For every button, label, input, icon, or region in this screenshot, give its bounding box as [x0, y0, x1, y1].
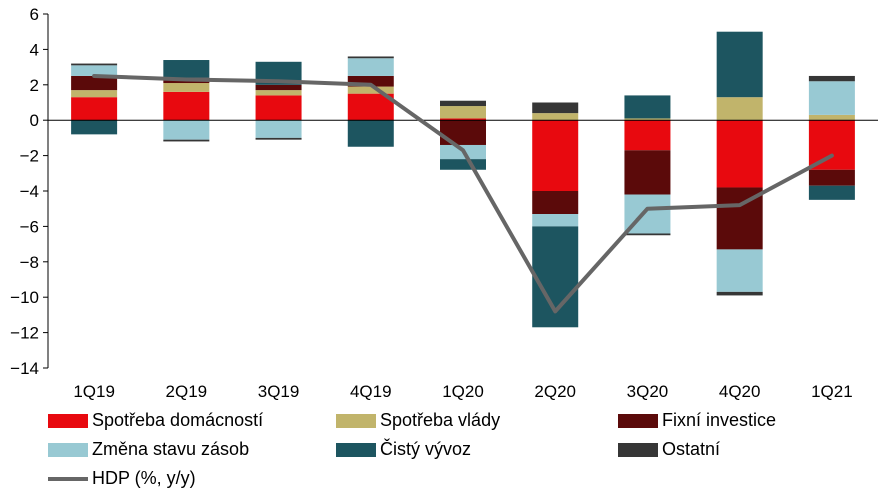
x-tick-label: 1Q21 — [811, 382, 853, 401]
legend-line-swatch — [48, 476, 88, 481]
bar-segment — [71, 97, 118, 121]
bar-segment — [716, 249, 763, 292]
legend-swatch — [618, 413, 658, 428]
bar-segment — [532, 102, 579, 114]
y-tick-label: −4 — [20, 182, 39, 201]
legend-swatch — [48, 442, 88, 457]
bar-segment — [716, 97, 763, 121]
legend-item-spotreba-domacnosti: Spotřeba domácností — [48, 410, 263, 431]
bar-segment — [255, 137, 302, 140]
bar-segment — [532, 191, 579, 215]
legend-item-zmena-stavu-zasob: Změna stavu zásob — [48, 439, 249, 460]
bar-segment — [808, 185, 855, 200]
legend-label: Ostatní — [662, 439, 721, 459]
bar-layer — [71, 31, 855, 328]
legend-item-cisty-vyvoz: Čistý vývoz — [336, 439, 471, 460]
bar-segment — [440, 118, 486, 121]
legend-swatch — [336, 442, 376, 457]
bar-segment — [440, 100, 486, 107]
bar-segment — [163, 60, 210, 78]
bar-segment — [808, 81, 855, 115]
bar-segment — [255, 84, 302, 91]
bar-segment — [440, 106, 486, 119]
bar-segment — [716, 120, 763, 188]
bar-segment — [808, 120, 855, 170]
y-tick-label: 2 — [30, 76, 39, 95]
axes-layer: 6 4 2 0 −2 −4 −6 −8 −10 −12 −14 1Q19 2Q19 3Q19 4Q19 1Q2… — [10, 5, 878, 401]
bar-segment — [255, 120, 302, 138]
bar-segment — [163, 91, 210, 121]
bar-segment — [347, 56, 394, 59]
legend-swatch — [618, 442, 658, 457]
x-tick-label: 4Q20 — [719, 382, 761, 401]
bar-segment — [808, 169, 855, 186]
bar-segment — [71, 63, 118, 66]
bar-segment — [532, 120, 579, 191]
bar-segment — [255, 95, 302, 121]
x-tick-label: 2Q19 — [166, 382, 208, 401]
legend-item-hdp: HDP (%, y/y) — [48, 468, 196, 489]
bar-segment — [808, 75, 855, 82]
legend-label: HDP (%, y/y) — [92, 468, 196, 488]
bar-segment — [624, 150, 671, 195]
y-tick-label: −10 — [10, 288, 39, 307]
bar-segment — [163, 83, 210, 92]
legend-label: Fixní investice — [662, 410, 777, 430]
bar-segment — [347, 58, 394, 76]
hdp-line-layer — [92, 73, 834, 314]
bar-segment — [532, 113, 579, 121]
bar-segment — [716, 31, 763, 98]
legend-label: Spotřeba vlády — [380, 410, 501, 430]
chart: 6 4 2 0 −2 −4 −6 −8 −10 −12 −14 1Q19 2Q19 3Q19 4Q19 1Q2… — [10, 5, 878, 401]
bar-segment — [163, 120, 210, 140]
bar-segment — [624, 95, 671, 119]
bar-segment — [71, 65, 118, 76]
y-tick-label: −8 — [20, 253, 39, 272]
bar-segment — [347, 120, 394, 147]
legend-item-fixni-investice: Fixní investice — [618, 410, 776, 431]
bar-segment — [347, 75, 394, 87]
legend-label: Spotřeba domácností — [92, 410, 264, 430]
bar-segment — [624, 233, 671, 236]
bar-segment — [71, 75, 118, 91]
bar-segment — [163, 139, 210, 142]
y-tick-label: −2 — [20, 147, 39, 166]
y-tick-label: −14 — [10, 359, 39, 378]
x-tick-label: 2Q20 — [534, 382, 576, 401]
legend-swatch — [336, 413, 376, 428]
x-tick-label: 3Q19 — [258, 382, 300, 401]
bar-segment — [716, 291, 763, 296]
x-tick-label: 1Q20 — [442, 382, 484, 401]
bar-segment — [255, 90, 302, 96]
bar-segment — [532, 214, 579, 227]
x-tick-label: 3Q20 — [627, 382, 669, 401]
legend-swatch — [48, 413, 88, 428]
legend-item-spotreba-vlady: Spotřeba vlády — [336, 410, 500, 431]
bar-segment — [440, 159, 486, 170]
bar-segment — [624, 118, 671, 121]
y-tick-label: −6 — [20, 217, 39, 236]
bar-segment — [808, 114, 855, 121]
y-tick-label: −12 — [10, 324, 39, 343]
x-tick-label: 1Q19 — [73, 382, 115, 401]
hdp-series-line — [92, 73, 834, 314]
legend-item-ostatni: Ostatní — [618, 439, 720, 460]
y-tick-label: 6 — [30, 5, 39, 24]
bar-segment — [71, 120, 118, 135]
bar-segment — [624, 120, 671, 151]
bar-segment — [71, 90, 118, 98]
x-tick-label: 4Q19 — [350, 382, 392, 401]
legend-label: Čistý vývoz — [380, 439, 472, 459]
y-tick-label: 4 — [30, 40, 39, 59]
y-tick-label: 0 — [30, 111, 39, 130]
bar-segment — [347, 86, 394, 94]
legend-label: Změna stavu zásob — [92, 439, 250, 459]
